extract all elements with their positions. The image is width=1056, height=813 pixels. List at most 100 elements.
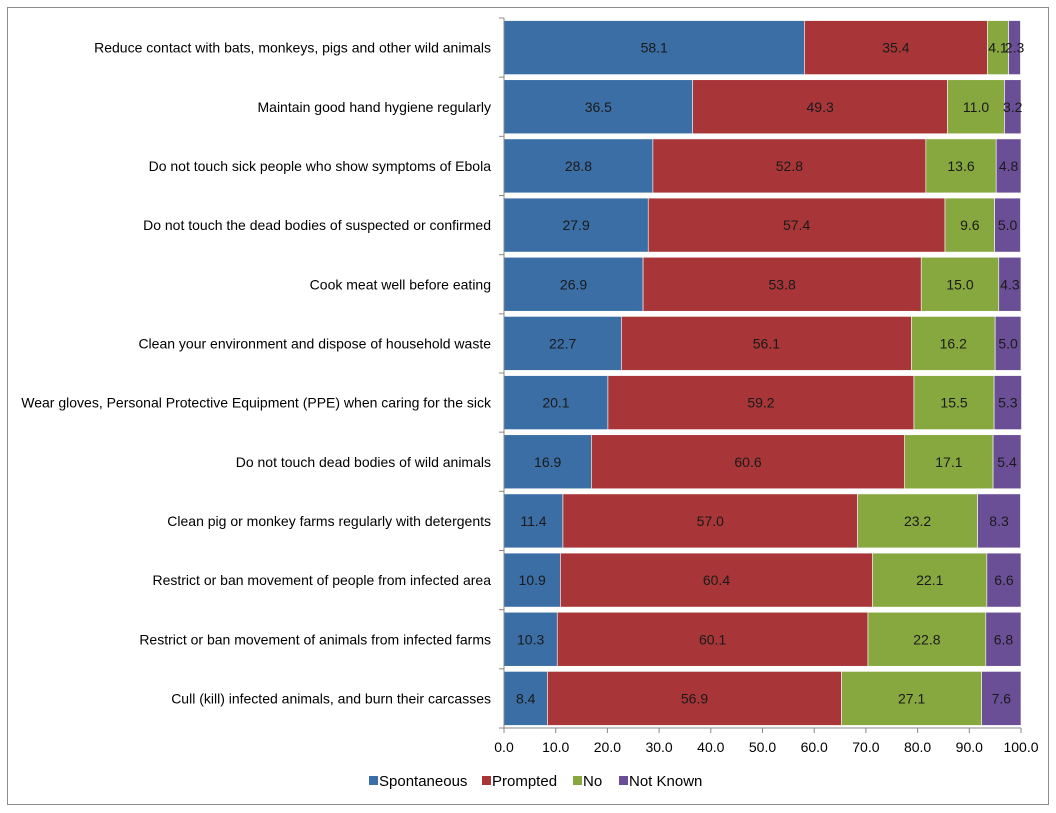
data-label: 16.2: [940, 335, 967, 351]
data-label: 4.8: [999, 158, 1019, 174]
bar-segment-spontaneous: [503, 552, 561, 608]
bar-segment-prompted: [560, 552, 873, 608]
x-tick-label: 70.0: [852, 739, 879, 755]
data-label: 5.4: [997, 454, 1017, 470]
data-label: 15.5: [940, 395, 967, 411]
bar-segment-prompted: [621, 316, 912, 371]
legend-label: Not Known: [629, 773, 702, 790]
bar-segment-not-known: [994, 316, 1022, 371]
data-label: 22.1: [916, 572, 943, 588]
x-tick-label: 10.0: [542, 739, 569, 755]
data-label: 9.6: [960, 217, 980, 233]
bar-segment-no: [913, 375, 995, 430]
data-label: 17.1: [935, 454, 962, 470]
data-label: 5.0: [998, 335, 1018, 351]
bar-segment-not-known: [977, 493, 1021, 549]
x-tick-label: 20.0: [594, 739, 621, 755]
data-label: 60.1: [699, 631, 726, 647]
data-label: 56.1: [753, 335, 780, 351]
bar-segment-spontaneous: [503, 316, 622, 371]
data-label: 11.0: [963, 99, 989, 115]
bar-segment-spontaneous: [503, 197, 649, 253]
bar-segment-no: [925, 138, 997, 194]
bar-segment-not-known: [981, 671, 1022, 726]
bar-segment-prompted: [652, 138, 927, 194]
bar-segment-spontaneous: [503, 611, 558, 667]
data-label: 4.1: [988, 40, 1008, 56]
bar-segment-spontaneous: [503, 138, 654, 194]
category-label: Restrict or ban movement of people from …: [152, 572, 491, 588]
x-tick-label: 0.0: [494, 739, 514, 755]
bar-segment-no: [920, 256, 1000, 312]
x-tick-label: 100.0: [1003, 739, 1038, 755]
data-label: 16.9: [534, 454, 561, 470]
data-label: 10.3: [517, 631, 544, 647]
bar-segment-prompted: [692, 79, 948, 135]
data-label: 59.2: [747, 395, 774, 411]
bar-segment-no: [911, 316, 996, 371]
category-label: Cull (kill) infected animals, and burn t…: [171, 690, 491, 706]
data-label: 10.9: [519, 572, 546, 588]
category-label: Restrict or ban movement of animals from…: [139, 631, 491, 647]
data-label: 20.1: [542, 395, 569, 411]
data-label: 35.4: [882, 40, 909, 56]
bar-segment-not-known: [995, 138, 1022, 194]
legend-swatch: [482, 776, 491, 785]
category-label: Clean pig or monkey farms regularly with…: [167, 513, 491, 529]
x-tick-label: 30.0: [645, 739, 672, 755]
legend-swatch: [573, 776, 582, 785]
data-label: 22.8: [913, 631, 940, 647]
data-label: 13.6: [947, 158, 974, 174]
category-label: Do not touch the dead bodies of suspecte…: [143, 217, 491, 233]
legend-label: No: [583, 773, 602, 790]
data-label: 15.0: [946, 276, 973, 292]
category-label: Reduce contact with bats, monkeys, pigs …: [94, 40, 491, 56]
legend-label: Spontaneous: [379, 773, 467, 790]
x-tick-label: 90.0: [956, 739, 983, 755]
data-label: 57.4: [783, 217, 810, 233]
bar-segment-prompted: [647, 197, 946, 253]
category-label: Do not touch dead bodies of wild animals: [236, 454, 491, 470]
data-label: 27.1: [898, 690, 925, 706]
x-tick-label: 60.0: [801, 739, 828, 755]
bar-segment-no: [841, 671, 983, 726]
data-label: 56.9: [681, 690, 708, 706]
bar-segment-not-known: [1008, 20, 1021, 75]
bar-segment-prompted: [591, 434, 905, 490]
data-label: 57.0: [697, 513, 724, 529]
bar-segment-spontaneous: [503, 671, 548, 726]
bar-segment-not-known: [998, 256, 1022, 312]
data-label: 28.8: [565, 158, 592, 174]
category-label: Clean your environment and dispose of ho…: [138, 335, 491, 351]
bar-segment-no: [867, 611, 987, 667]
data-label: 23.2: [904, 513, 931, 529]
data-label: 5.3: [998, 395, 1018, 411]
data-label: 3.2: [1003, 99, 1023, 115]
x-tick-label: 50.0: [749, 739, 776, 755]
legend-swatch: [619, 776, 628, 785]
legend-swatch: [369, 776, 378, 785]
data-label: 58.1: [641, 40, 668, 56]
data-label: 53.8: [769, 276, 796, 292]
data-label: 27.9: [562, 217, 589, 233]
legend-label: Prompted: [492, 773, 557, 790]
bar-segment-no: [872, 552, 988, 608]
data-label: 60.4: [703, 572, 730, 588]
category-label: Wear gloves, Personal Protective Equipme…: [21, 395, 492, 411]
data-label: 6.8: [994, 631, 1014, 647]
bar-segment-not-known: [993, 375, 1022, 430]
data-label: 60.6: [734, 454, 761, 470]
data-label: 8.4: [516, 690, 536, 706]
bar-segment-prompted: [607, 375, 915, 430]
data-label: 5.0: [998, 217, 1018, 233]
data-label: 49.3: [807, 99, 834, 115]
bar-segment-not-known: [985, 611, 1022, 667]
bar-segment-spontaneous: [503, 20, 805, 75]
category-label: Do not touch sick people who show sympto…: [149, 158, 492, 174]
bar-segment-prompted: [562, 493, 858, 549]
data-label: 22.7: [549, 335, 576, 351]
bar-segment-not-known: [986, 552, 1022, 608]
bar-segment-spontaneous: [503, 79, 694, 135]
data-label: 8.3: [989, 513, 1009, 529]
